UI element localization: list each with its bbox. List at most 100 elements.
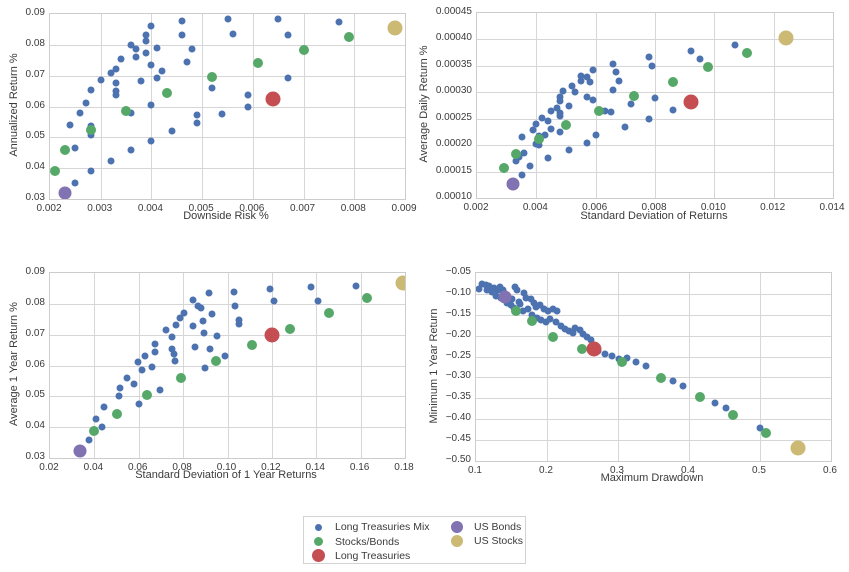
data-point-long-treasuries-mix [526, 162, 534, 170]
data-point-long-treasuries-mix [142, 49, 150, 57]
data-point-long-treasuries-mix [100, 403, 108, 410]
data-point-long-treasuries-mix [601, 107, 609, 115]
data-point-long-treasuries-mix [183, 58, 191, 66]
data-point-stocks-bonds [561, 120, 571, 131]
data-point-long-treasuries-mix [485, 282, 493, 290]
data-point-long-treasuries-mix [687, 47, 695, 55]
data-point-long-treasuries-mix [117, 55, 125, 63]
y-tick-label: 0.06 [25, 358, 45, 370]
gridline-horizontal [476, 440, 831, 442]
y-tick-label: 0.00015 [435, 164, 472, 176]
data-point-long-treasuries-mix [76, 109, 84, 117]
data-point-long-treasuries-mix [731, 41, 739, 49]
data-point-long-treasuries-mix [642, 362, 650, 370]
data-point-long-treasuries-mix [512, 157, 520, 165]
data-point-long-treasuries-mix [178, 31, 186, 39]
data-point-long-treasuries-mix [200, 329, 208, 337]
gridline-horizontal [50, 75, 405, 77]
data-point-long-treasuries-mix [577, 72, 585, 80]
data-point-long-treasuries-mix [601, 350, 608, 358]
data-point-long-treasuries-mix [645, 115, 653, 123]
x-tick-label: 0.008 [641, 202, 667, 213]
data-point-long-treasuries-mix [112, 91, 120, 99]
data-point-long-treasuries-mix [97, 76, 105, 84]
data-point-long-treasuries-mix [544, 307, 552, 315]
data-point-long-treasuries-mix [71, 144, 79, 152]
data-point-long-treasuries-mix [608, 352, 616, 360]
data-point-stocks-bonds [498, 163, 509, 174]
data-point-long-treasuries-mix [592, 131, 600, 139]
x-axis-label: Maximum Drawdown [600, 472, 704, 484]
legend-item-stocks-bonds: Stocks/Bonds [309, 535, 399, 549]
data-point-long-treasuries-mix [162, 326, 170, 334]
legend-marker-box [309, 549, 327, 562]
x-tick-label: 0.16 [349, 462, 370, 473]
data-point-long-treasuries-mix [651, 94, 659, 102]
gridline-vertical [689, 273, 690, 461]
gridline-vertical [547, 273, 548, 461]
y-tick-label: 0.00040 [435, 32, 472, 44]
data-point-long-treasuries-mix [632, 358, 640, 366]
gridline-horizontal [477, 171, 833, 173]
data-point-long-treasuries-mix [127, 109, 135, 117]
data-point-long-treasuries-mix [206, 345, 214, 353]
x-tick-label: 0.006 [239, 203, 265, 214]
data-point-long-treasuries-mix [520, 149, 528, 157]
gridline-horizontal [50, 396, 405, 398]
x-tick-label: 0.006 [582, 202, 608, 213]
data-point-long-treasuries-mix [224, 15, 231, 23]
x-tick-label: 0.04 [83, 462, 104, 473]
scatter-dot-icon [314, 523, 322, 531]
plot-area [475, 272, 832, 462]
data-point-long-treasuries-mix [571, 88, 579, 96]
data-point-stocks-bonds [111, 408, 122, 419]
data-point-long-treasuries-mix [148, 363, 156, 371]
x-axis-label: Standard Deviation of Returns [580, 210, 728, 222]
x-tick-label: 0.3 [610, 465, 624, 476]
x-tick-label: 0.2 [539, 465, 553, 476]
data-point-long-treasuries-mix [132, 45, 140, 53]
y-axis-label: Minimum 1 Year Return [428, 308, 440, 424]
data-point-long-treasuries-mix [235, 320, 243, 328]
data-point-long-treasuries-mix [538, 114, 546, 122]
x-tick-label: 0.007 [290, 203, 316, 214]
gridline-horizontal [477, 145, 833, 147]
gridline-horizontal [50, 137, 405, 139]
data-point-long-treasuries-mix [208, 84, 216, 92]
data-point-long-treasuries-mix [176, 314, 184, 322]
data-point-stocks-bonds [617, 356, 628, 367]
gridline-horizontal [50, 365, 405, 367]
data-point-long-treasuries [264, 327, 280, 343]
data-point-long-treasuries-mix [483, 286, 491, 294]
data-point-us-bonds [73, 444, 87, 458]
data-point-long-treasuries-mix [648, 62, 656, 70]
data-point-long-treasuries-mix [87, 131, 95, 139]
data-point-long-treasuries-mix [235, 316, 243, 324]
data-point-stocks-bonds [141, 390, 152, 401]
x-tick-label: 0.010 [700, 202, 726, 213]
data-point-us-bonds [58, 186, 72, 199]
data-point-long-treasuries-mix [556, 93, 564, 101]
data-point-long-treasuries-mix [587, 336, 595, 344]
data-point-long-treasuries-mix [522, 294, 530, 302]
x-tick-label: 0.009 [391, 203, 417, 214]
data-point-stocks-bonds [121, 106, 132, 117]
data-point-stocks-bonds [703, 61, 714, 72]
data-point-long-treasuries [265, 91, 281, 107]
y-tick-label: 0.08 [25, 296, 45, 308]
data-point-long-treasuries-mix [87, 86, 95, 94]
data-point-long-treasuries-mix [513, 286, 521, 294]
data-point-long-treasuries-mix [537, 316, 545, 324]
data-point-stocks-bonds [667, 76, 678, 87]
data-point-long-treasuries-mix [508, 295, 516, 303]
y-tick-label: −0.50 [445, 454, 471, 465]
data-point-long-treasuries-mix [284, 74, 292, 82]
data-point-long-treasuries-mix [231, 302, 239, 310]
data-point-long-treasuries-mix [71, 179, 79, 187]
data-point-long-treasuries-mix [490, 284, 498, 292]
data-point-long-treasuries-mix [579, 330, 587, 338]
data-point-long-treasuries-mix [221, 352, 229, 360]
x-tick-label: 0.02 [39, 462, 59, 473]
data-point-long-treasuries-mix [476, 285, 483, 293]
data-point-us-stocks [395, 275, 405, 291]
